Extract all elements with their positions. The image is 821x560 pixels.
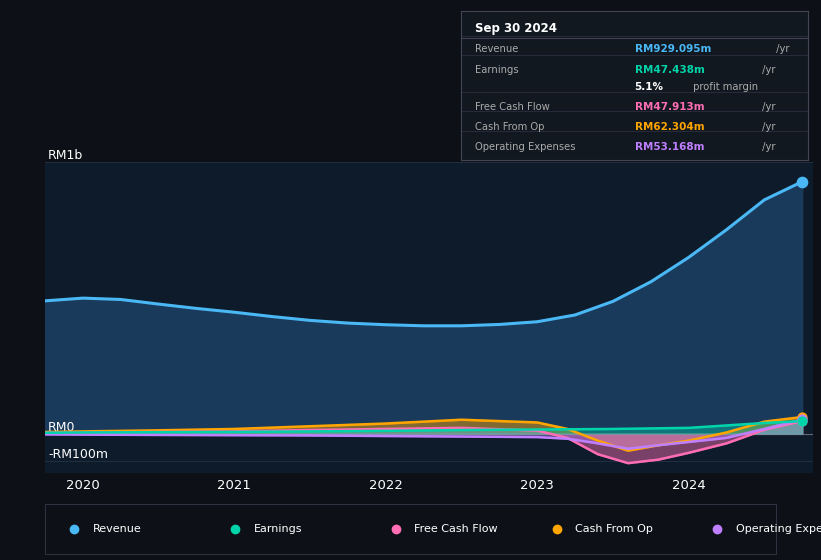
Text: RM47.913m: RM47.913m — [635, 102, 704, 112]
Text: Revenue: Revenue — [93, 524, 141, 534]
Text: /yr: /yr — [759, 122, 776, 132]
Text: Revenue: Revenue — [475, 44, 519, 54]
Text: Cash From Op: Cash From Op — [475, 122, 544, 132]
Text: Free Cash Flow: Free Cash Flow — [475, 102, 550, 112]
Text: -RM100m: -RM100m — [48, 448, 108, 461]
Text: /yr: /yr — [759, 142, 776, 152]
Text: Free Cash Flow: Free Cash Flow — [414, 524, 498, 534]
Text: Operating Expenses: Operating Expenses — [475, 142, 576, 152]
Text: 5.1%: 5.1% — [635, 82, 663, 92]
Text: Earnings: Earnings — [254, 524, 302, 534]
Point — [796, 415, 809, 424]
Text: RM1b: RM1b — [48, 150, 84, 162]
Point — [796, 417, 809, 426]
Text: /yr: /yr — [759, 102, 776, 112]
Text: /yr: /yr — [773, 44, 790, 54]
Text: Earnings: Earnings — [475, 64, 519, 74]
Text: RM929.095m: RM929.095m — [635, 44, 711, 54]
Text: RM0: RM0 — [48, 421, 76, 434]
Text: Sep 30 2024: Sep 30 2024 — [475, 22, 557, 35]
Point — [796, 417, 809, 426]
Text: profit margin: profit margin — [690, 82, 758, 92]
Text: RM47.438m: RM47.438m — [635, 64, 704, 74]
Point — [796, 413, 809, 422]
Point — [796, 177, 809, 186]
Text: RM53.168m: RM53.168m — [635, 142, 704, 152]
Text: Operating Expenses: Operating Expenses — [736, 524, 821, 534]
Text: RM62.304m: RM62.304m — [635, 122, 704, 132]
Text: /yr: /yr — [759, 64, 776, 74]
Text: Cash From Op: Cash From Op — [575, 524, 653, 534]
